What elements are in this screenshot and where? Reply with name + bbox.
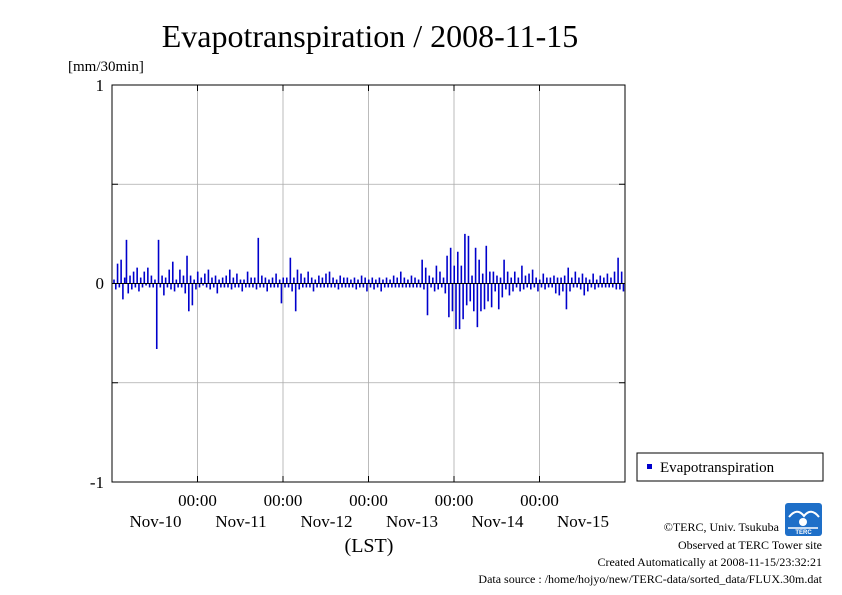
legend-label: Evapotranspiration: [660, 460, 775, 476]
x-tick-time-label: 00:00: [178, 491, 217, 510]
plot-area: [111, 84, 626, 483]
x-tick-date-label: Nov-15: [557, 512, 609, 531]
x-tick-time-label: 00:00: [264, 491, 303, 510]
x-tick-date-label: Nov-13: [386, 512, 438, 531]
legend: Evapotranspiration: [636, 452, 824, 482]
legend-swatch: [647, 464, 652, 469]
x-tick-date-label: Nov-14: [472, 512, 524, 531]
created-text: Created Automatically at 2008-11-15/23:3…: [597, 555, 822, 569]
x-tick-date-label: Nov-10: [130, 512, 182, 531]
x-tick-time-label: 00:00: [349, 491, 388, 510]
site-text: Observed at TERC Tower site: [678, 538, 822, 552]
x-axis-label: (LST): [345, 535, 394, 557]
copyright-text: ©TERC, Univ. Tsukuba: [664, 520, 780, 534]
x-tick-time-label: 00:00: [435, 491, 474, 510]
x-tick-date-label: Nov-11: [215, 512, 266, 531]
y-tick-label-bottom: -1: [90, 473, 104, 492]
bar-series: [113, 233, 625, 350]
terc-logo: TERC: [785, 503, 822, 536]
x-tick-labels: 00:00 Nov-10 00:00 Nov-11 00:00 Nov-12 00:00 No…: [130, 491, 609, 531]
y-axis-label: [mm/30min]: [68, 59, 144, 75]
logo-text: TERC: [795, 530, 812, 536]
axis-ticks: [112, 84, 626, 483]
chart-title: Evapotranspiration / 2008-11-15: [162, 18, 579, 54]
legend-box: [636, 452, 824, 482]
source-text: Data source : /home/hojyo/new/TERC-data/…: [478, 572, 822, 586]
y-tick-label-zero: 0: [96, 274, 105, 293]
x-tick-time-label: 00:00: [520, 491, 559, 510]
x-tick-date-label: Nov-12: [301, 512, 353, 531]
y-tick-label-top: 1: [96, 76, 105, 95]
